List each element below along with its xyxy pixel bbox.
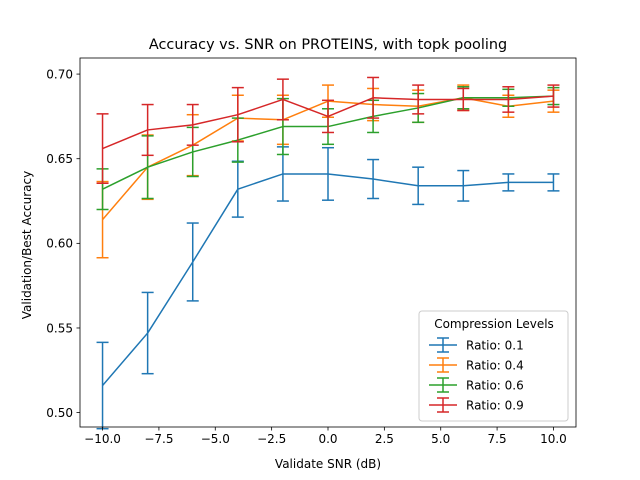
legend-box xyxy=(418,310,569,422)
legend-item: Ratio: 0.1 xyxy=(429,337,524,353)
legend-item: Ratio: 0.6 xyxy=(429,377,524,393)
y-axis-label: Validation/Best Accuracy xyxy=(20,171,34,319)
legend-items: Ratio: 0.1 Ratio: 0.4 Ratio: 0.6 Ratio: 0.9 xyxy=(429,337,524,413)
chart-title: Accuracy vs. SNR on PROTEINS, with topk … xyxy=(149,37,507,53)
x-axis-ticks: −10.0 −7.5 −5.0 −2.5 0.0 2.5 5.0 7.5 10.0 xyxy=(84,427,567,446)
x-tick-label: 5.0 xyxy=(431,432,450,446)
series-4 xyxy=(96,76,560,185)
x-tick-label: −5.0 xyxy=(201,432,230,446)
x-tick-label: −10.0 xyxy=(84,432,121,446)
y-tick-label: 0.55 xyxy=(46,321,73,335)
x-axis-label: Validate SNR (dB) xyxy=(275,457,381,471)
legend-item: Ratio: 0.4 xyxy=(429,357,524,373)
x-tick-label: −7.5 xyxy=(144,432,173,446)
legend-label: Ratio: 0.1 xyxy=(466,338,524,352)
legend-item: Ratio: 0.9 xyxy=(429,397,524,413)
y-tick-label: 0.70 xyxy=(46,67,73,81)
legend-label: Ratio: 0.9 xyxy=(466,398,524,412)
legend-title: Compression Levels xyxy=(434,317,554,331)
x-tick-label: 10.0 xyxy=(540,432,567,446)
x-tick-label: 2.5 xyxy=(375,432,394,446)
series-1 xyxy=(96,146,560,430)
y-axis-ticks: 0.50 0.55 0.60 0.65 0.70 xyxy=(46,67,80,420)
legend-label: Ratio: 0.4 xyxy=(466,358,524,372)
y-tick-label: 0.60 xyxy=(46,237,73,251)
plot-frame xyxy=(79,57,577,428)
plot-area xyxy=(96,76,560,430)
x-tick-label: −2.5 xyxy=(257,432,286,446)
y-tick-label: 0.65 xyxy=(46,152,73,166)
y-tick-label: 0.50 xyxy=(46,406,73,420)
legend-label: Ratio: 0.6 xyxy=(466,378,524,392)
x-tick-label: 0.0 xyxy=(318,432,337,446)
x-tick-label: 7.5 xyxy=(488,432,507,446)
